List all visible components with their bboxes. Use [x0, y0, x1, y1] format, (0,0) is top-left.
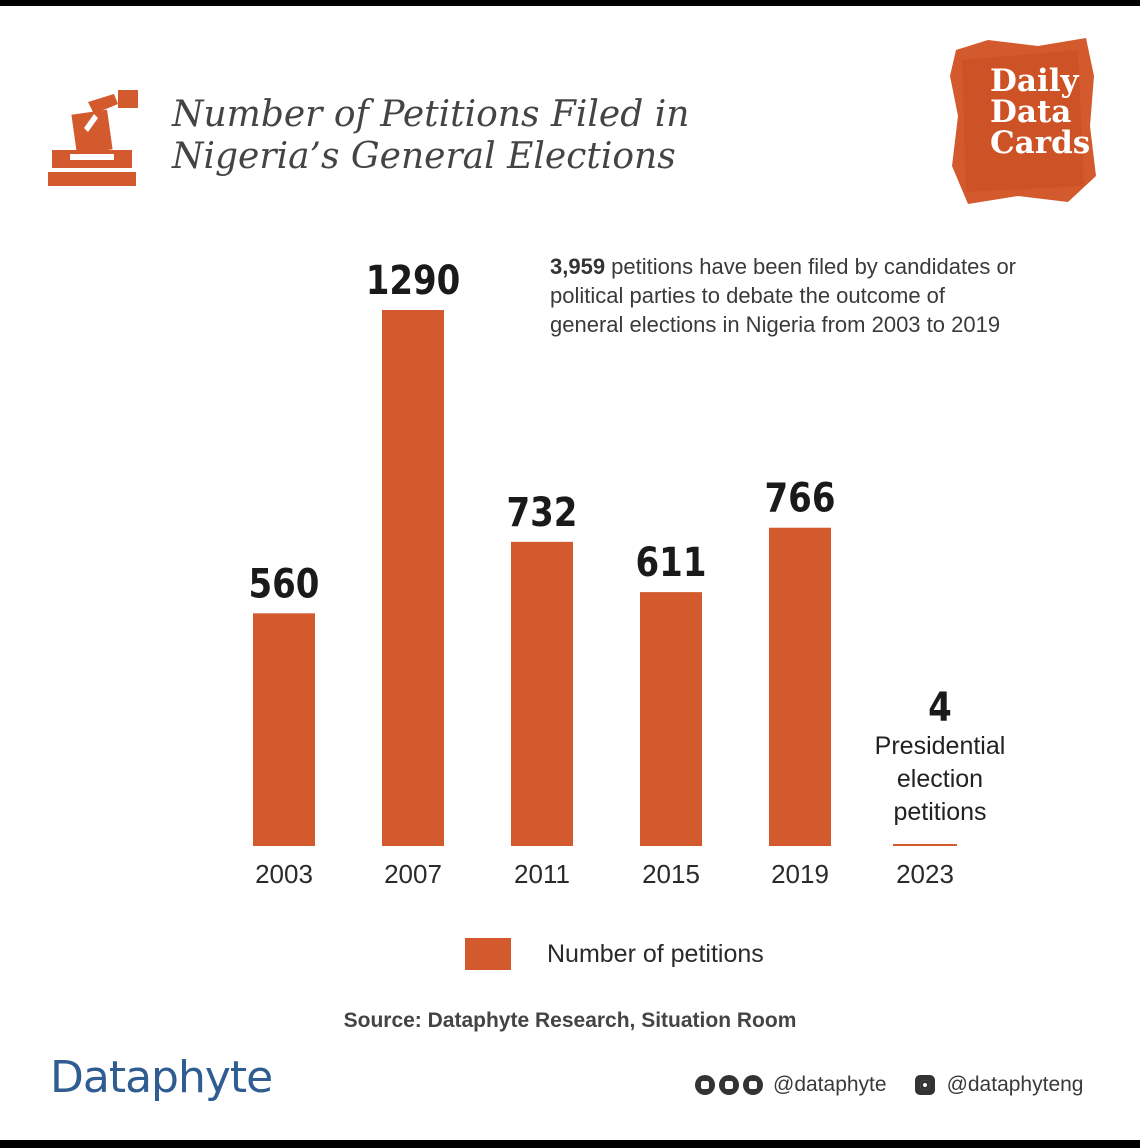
bar-2007	[382, 310, 444, 846]
legend-swatch	[465, 938, 511, 970]
bar-2023	[893, 844, 957, 846]
x-tick-2023: 2023	[896, 859, 954, 889]
chart-title-line-2: Nigeria’s General Elections	[172, 136, 676, 177]
special-label-line-3: petitions	[893, 798, 987, 826]
special-label-line-2: election	[896, 765, 984, 793]
bar-chart: 560 2003 1290 2007 732 2011 611 2015 766 2019 2023	[249, 257, 957, 889]
daily-data-cards-badge	[950, 38, 1096, 204]
x-tick-2011: 2011	[514, 859, 570, 889]
source-note: Source: Dataphyte Research, Situation Ro…	[0, 1009, 1140, 1033]
special-label-line-1: Presidential	[874, 732, 1006, 760]
social-handles: @dataphyte @dataphyteng	[695, 1068, 1083, 1102]
facebook-icon	[695, 1075, 715, 1095]
legend-label: Number of petitions	[547, 940, 764, 968]
youtube-icon	[743, 1075, 763, 1095]
data-label-2007: 1290	[366, 257, 461, 303]
x-tick-2019: 2019	[771, 859, 829, 889]
data-label-2011: 732	[507, 489, 578, 535]
bar-2011	[511, 541, 573, 846]
ballot-box-icon	[48, 90, 138, 186]
data-label-2015: 611	[636, 539, 707, 585]
twitter-icon	[719, 1075, 739, 1095]
source-text: Source: Dataphyte Research, Situation Ro…	[343, 1009, 797, 1032]
badge-line-1: Daily	[990, 63, 1079, 99]
chart-title-line-1: Number of Petitions Filed in	[172, 94, 690, 135]
instagram-icon	[914, 1075, 935, 1095]
brand-logo: Dataphyte	[50, 1052, 273, 1103]
chart-title: Number of Petitions Filed in Nigeria’s G…	[172, 94, 732, 178]
special-annotation-2023: 4 Presidential election petitions	[850, 686, 1030, 829]
note-text: petitions have been filed by candidates …	[550, 254, 1017, 337]
special-value: 4	[928, 685, 952, 731]
x-tick-2015: 2015	[642, 859, 700, 889]
badge-line-2: Data	[990, 94, 1072, 130]
data-label-2019: 766	[765, 475, 836, 521]
badge-line-3: Cards	[990, 125, 1091, 161]
social-handle-2[interactable]: @dataphyteng	[946, 1073, 1084, 1096]
social-handle-1[interactable]: @dataphyte	[773, 1073, 887, 1096]
bar-2019	[769, 527, 831, 846]
summary-note: 3,959 petitions have been filed by candi…	[550, 252, 1020, 339]
x-tick-2007: 2007	[384, 859, 442, 889]
badge-text: Daily Data Cards	[990, 66, 1130, 159]
bar-2015	[640, 592, 702, 846]
bar-2003	[253, 613, 315, 846]
data-label-2003: 560	[249, 561, 320, 607]
infographic-card: Number of Petitions Filed in Nigeria’s G…	[0, 6, 1140, 1140]
note-highlight: 3,959	[550, 254, 606, 279]
x-tick-2003: 2003	[255, 859, 313, 889]
